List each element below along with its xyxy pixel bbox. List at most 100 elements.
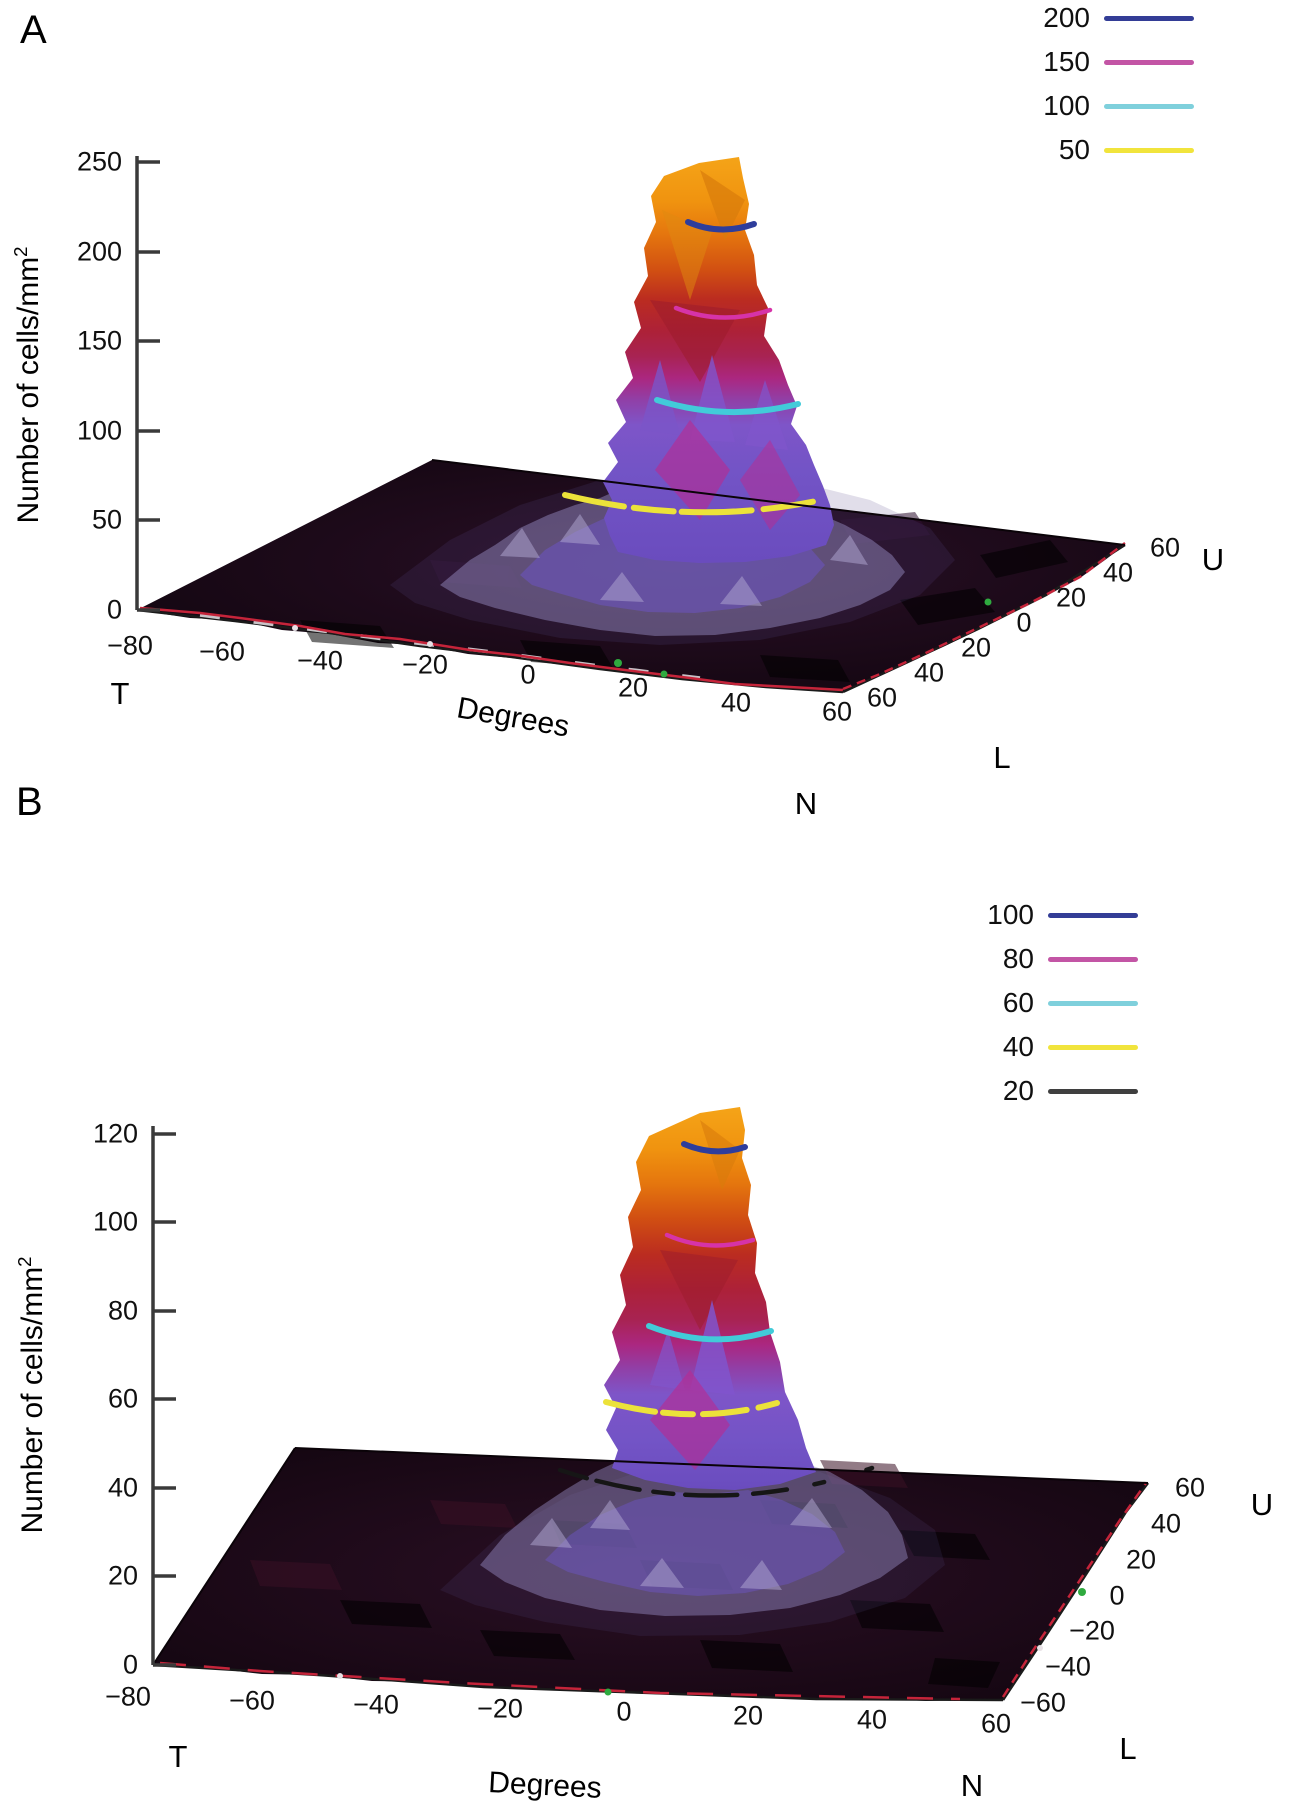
depth-tick-label: −20: [1069, 1615, 1115, 1646]
depth-tick-label: −40: [1045, 1651, 1091, 1682]
contour-b-60: [646, 1323, 774, 1343]
z-axis-a: [135, 156, 160, 612]
label-temporal-a: T: [110, 676, 130, 711]
legend-value: 150: [1043, 46, 1090, 77]
legend-value: 100: [1043, 90, 1090, 121]
squared-superscript: 2: [10, 246, 31, 257]
x-tick-label: −80: [107, 630, 153, 661]
label-upper-a: U: [1201, 542, 1225, 577]
legend-item: 80: [894, 937, 1138, 981]
z-tick-label: 150: [76, 325, 122, 356]
x-tick-label: −80: [105, 1681, 151, 1712]
contour-swatch-200: [1104, 15, 1194, 21]
x-tick-label: 40: [856, 1704, 888, 1735]
legend-item: 50: [950, 128, 1194, 172]
legend-a: 200 150 100 50: [950, 0, 1194, 172]
z-tick-label: 250: [76, 146, 122, 177]
floor-a-specks: [292, 598, 992, 678]
z-tick-label: 200: [76, 236, 122, 267]
contour-swatch-60: [1048, 1000, 1138, 1006]
z-tick-label: 50: [91, 504, 122, 535]
depth-tick-label: 60: [1174, 1472, 1206, 1503]
x-tick-label: −40: [297, 645, 343, 676]
x-tick-label: 60: [821, 696, 853, 727]
z-tick-label: 0: [106, 594, 122, 625]
x-tick-label: 0: [616, 1696, 632, 1727]
legend-item: 200: [950, 0, 1194, 40]
depth-tick-label: 20: [1125, 1544, 1157, 1575]
x-tick-label: 0: [520, 659, 536, 690]
contour-swatch-100: [1104, 103, 1194, 109]
z-tick-label: 40: [107, 1472, 138, 1503]
x-tick-label: 60: [980, 1708, 1012, 1739]
contour-swatch-150: [1104, 59, 1194, 65]
z-axis-b: [151, 1126, 176, 1667]
z-tick-label: 0: [122, 1649, 138, 1680]
z-tick-label: 100: [92, 1206, 138, 1237]
legend-value: 200: [1043, 2, 1090, 33]
legend-value: 20: [1002, 1075, 1034, 1106]
legend-item: 40: [894, 1025, 1138, 1069]
surface-plot-b: [151, 1107, 1149, 1702]
depth-tick-label: 60: [1149, 532, 1181, 563]
z-tick-label: 20: [107, 1560, 138, 1591]
contour-swatch-100: [1048, 912, 1138, 918]
peak-b-facets: [650, 1120, 740, 1470]
label-upper-b: U: [1250, 1487, 1274, 1522]
label-lower-a: L: [993, 740, 1011, 775]
x-tick-label: −20: [402, 649, 448, 680]
depth-tick-label: 0: [1109, 1580, 1125, 1611]
panel-b-letter: B: [16, 780, 43, 824]
legend-value: 80: [1002, 943, 1034, 974]
z-tick-label: 80: [107, 1295, 138, 1326]
floor-b-specks: [337, 1588, 1086, 1696]
contour-swatch-20: [1048, 1088, 1138, 1094]
label-temporal-b: T: [168, 1739, 188, 1774]
contour-b-100: [681, 1141, 748, 1155]
contour-swatch-40: [1048, 1044, 1138, 1050]
legend-item: 60: [894, 981, 1138, 1025]
depth-tick-label: 20: [960, 632, 992, 663]
legend-value: 50: [1058, 134, 1090, 165]
depth-tick-label: 40: [913, 657, 945, 688]
x-tick-label: −20: [477, 1693, 523, 1724]
depth-tick-label: 20: [1055, 582, 1087, 613]
label-nasal-b: N: [960, 1768, 984, 1803]
z-axis-label-b: Number of cells/mm2: [14, 1256, 49, 1534]
legend-item: 150: [950, 40, 1194, 84]
floor-a-edges: [136, 459, 1126, 694]
legend-item: 20: [894, 1069, 1138, 1113]
contour-swatch-80: [1048, 956, 1138, 962]
label-nasal-a: N: [794, 786, 818, 821]
legend-value: 40: [1002, 1031, 1034, 1062]
x-tick-label: −60: [229, 1685, 275, 1716]
surface-plot-a: [135, 156, 1126, 694]
peak-a-facets: [640, 170, 800, 530]
z-axis-label-a: Number of cells/mm2: [10, 246, 45, 524]
label-lower-b: L: [1119, 1731, 1137, 1766]
contour-b-40: [603, 1399, 780, 1418]
legend-b: 100 80 60 40 20: [894, 893, 1138, 1113]
depth-tick-label: 0: [1016, 607, 1032, 638]
legend-item: 100: [950, 84, 1194, 128]
floor-b-edges: [152, 1447, 1149, 1702]
contour-b-80: [664, 1232, 756, 1248]
squared-superscript: 2: [14, 1256, 35, 1267]
mound-b-facets: [530, 1498, 832, 1590]
x-tick-label: −60: [199, 636, 245, 667]
panel-a-letter: A: [20, 8, 47, 52]
legend-value: 100: [987, 899, 1034, 930]
legend-value: 60: [1002, 987, 1034, 1018]
x-tick-label: 20: [617, 672, 649, 703]
z-tick-label: 120: [92, 1118, 138, 1149]
depth-tick-label: −60: [1020, 1687, 1066, 1718]
z-tick-label: 100: [76, 415, 122, 446]
contour-a-200: [685, 219, 757, 233]
x-tick-label: −40: [353, 1689, 399, 1720]
x-tick-label: 40: [720, 687, 752, 718]
contour-swatch-50: [1104, 147, 1194, 153]
contour-b-20: [557, 1465, 875, 1498]
z-tick-label: 60: [107, 1383, 138, 1414]
